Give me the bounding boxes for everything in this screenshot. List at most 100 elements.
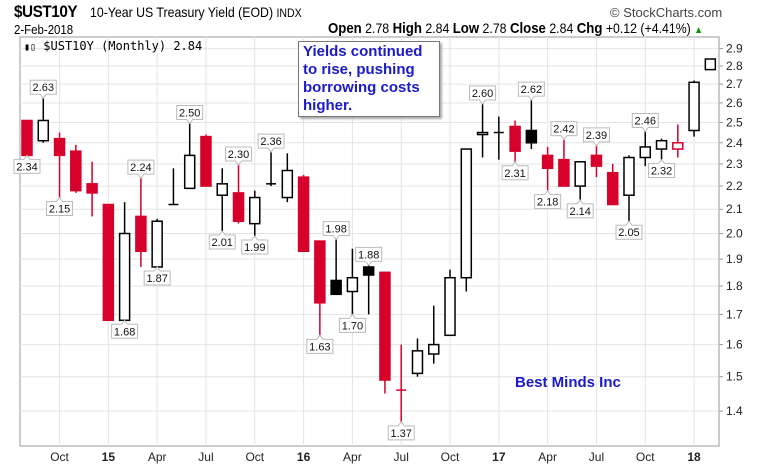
candle bbox=[53, 132, 66, 198]
price-label-text: 1.88 bbox=[358, 249, 379, 261]
chg-value: +0.12 (+4.41%) bbox=[605, 20, 691, 36]
price-label-box bbox=[306, 334, 334, 354]
candle bbox=[266, 151, 277, 187]
y-tick-label: 2.8 bbox=[726, 59, 743, 73]
price-label: 1.70 bbox=[338, 313, 366, 333]
candle bbox=[444, 269, 456, 337]
candle bbox=[672, 124, 684, 158]
price-label-box bbox=[517, 81, 545, 101]
x-tick-label: Oct bbox=[50, 450, 69, 464]
price-label: 1.98 bbox=[322, 221, 350, 241]
price-label-box bbox=[13, 154, 41, 174]
x-tick-label: Apr bbox=[148, 450, 167, 464]
annotation-box: Yields continued to rise, pushing borrow… bbox=[298, 41, 440, 117]
price-label-text: 2.42 bbox=[553, 124, 574, 136]
price-label-text: 1.37 bbox=[390, 428, 411, 440]
price-label: 2.46 bbox=[631, 112, 659, 133]
price-label-text: 2.63 bbox=[33, 82, 54, 94]
candle bbox=[411, 338, 424, 377]
candle bbox=[232, 163, 245, 224]
up-arrow-icon: ▲ bbox=[694, 25, 703, 36]
price-label-box bbox=[566, 199, 594, 219]
price-label: 2.30 bbox=[225, 146, 253, 166]
candle-body bbox=[460, 148, 473, 279]
candle bbox=[688, 80, 700, 137]
price-label: 2.18 bbox=[534, 189, 562, 210]
price-label-box bbox=[469, 85, 497, 105]
price-label-box bbox=[29, 79, 57, 100]
price-label-box bbox=[355, 246, 383, 267]
price-label: 2.36 bbox=[257, 133, 285, 153]
candle-body bbox=[53, 137, 66, 157]
candle-body bbox=[574, 161, 586, 187]
candle-body bbox=[606, 171, 619, 206]
candle bbox=[330, 238, 342, 296]
close-label: Close bbox=[509, 20, 546, 37]
candle bbox=[135, 177, 147, 267]
candle bbox=[297, 174, 310, 253]
open-label: Open bbox=[328, 20, 362, 37]
candle bbox=[151, 218, 163, 268]
candle-body bbox=[86, 183, 98, 194]
price-label: 2.01 bbox=[208, 230, 236, 250]
price-label-text: 2.46 bbox=[635, 115, 656, 127]
price-label-box bbox=[550, 121, 578, 141]
price-label-box bbox=[208, 230, 236, 250]
y-tick-label: 2.0 bbox=[726, 227, 743, 241]
y-tick-label: 2.6 bbox=[726, 96, 743, 110]
candle-body bbox=[428, 343, 440, 355]
candle-body bbox=[444, 276, 456, 337]
candle bbox=[428, 305, 440, 364]
candle-body bbox=[476, 131, 489, 136]
x-tick-label: 15 bbox=[102, 450, 116, 464]
stockcharts-logo: © StockCharts.com bbox=[610, 5, 723, 20]
candle bbox=[574, 161, 586, 200]
y-tick-label: 1.9 bbox=[726, 252, 743, 266]
candle-body bbox=[118, 232, 131, 322]
y-tick-label: 2.1 bbox=[726, 202, 743, 216]
candle bbox=[362, 264, 375, 315]
candle bbox=[379, 271, 391, 394]
symbol: $UST10Y bbox=[14, 2, 78, 21]
price-label: 2.24 bbox=[127, 159, 155, 179]
x-tick-label: Apr bbox=[343, 450, 362, 464]
candle bbox=[346, 248, 359, 315]
candle bbox=[509, 120, 521, 162]
candle bbox=[623, 155, 635, 222]
price-label-text: 1.70 bbox=[342, 320, 363, 332]
price-label: 2.62 bbox=[517, 81, 545, 101]
price-label-box bbox=[257, 133, 285, 153]
price-label-box bbox=[127, 159, 155, 179]
candle bbox=[21, 119, 33, 157]
candle-body bbox=[411, 350, 424, 375]
candle bbox=[606, 163, 619, 206]
price-label-text: 2.18 bbox=[537, 197, 558, 209]
x-tick-label: 17 bbox=[492, 450, 506, 464]
candle bbox=[168, 168, 179, 206]
price-label: 2.39 bbox=[582, 127, 610, 147]
price-label: 1.63 bbox=[306, 334, 334, 354]
x-tick-label: Oct bbox=[636, 450, 655, 464]
exchange: INDX bbox=[276, 6, 302, 20]
ohlc-readout: Open 2.78 High 2.84 Low 2.78 Close 2.84 … bbox=[328, 20, 703, 37]
price-label: 2.31 bbox=[501, 160, 529, 181]
price-label-text: 2.50 bbox=[179, 107, 200, 119]
price-label-text: 1.63 bbox=[309, 341, 330, 353]
candle-body bbox=[672, 142, 684, 150]
price-label-text: 1.98 bbox=[325, 224, 346, 236]
price-label-text: 2.31 bbox=[504, 168, 525, 180]
y-tick-label: 1.5 bbox=[726, 370, 743, 384]
candle-body bbox=[249, 196, 261, 225]
price-label-text: 1.99 bbox=[244, 242, 265, 254]
candle-body bbox=[183, 154, 196, 190]
price-label-text: 2.05 bbox=[618, 227, 639, 239]
y-tick-label: 2.3 bbox=[726, 157, 743, 171]
candle bbox=[37, 97, 50, 143]
candle bbox=[249, 190, 261, 237]
x-tick-label: Apr bbox=[538, 450, 557, 464]
candle bbox=[541, 146, 554, 191]
price-label-box bbox=[534, 189, 562, 210]
y-tick-label: 2.9 bbox=[726, 42, 743, 56]
low-label: Low bbox=[452, 20, 480, 37]
